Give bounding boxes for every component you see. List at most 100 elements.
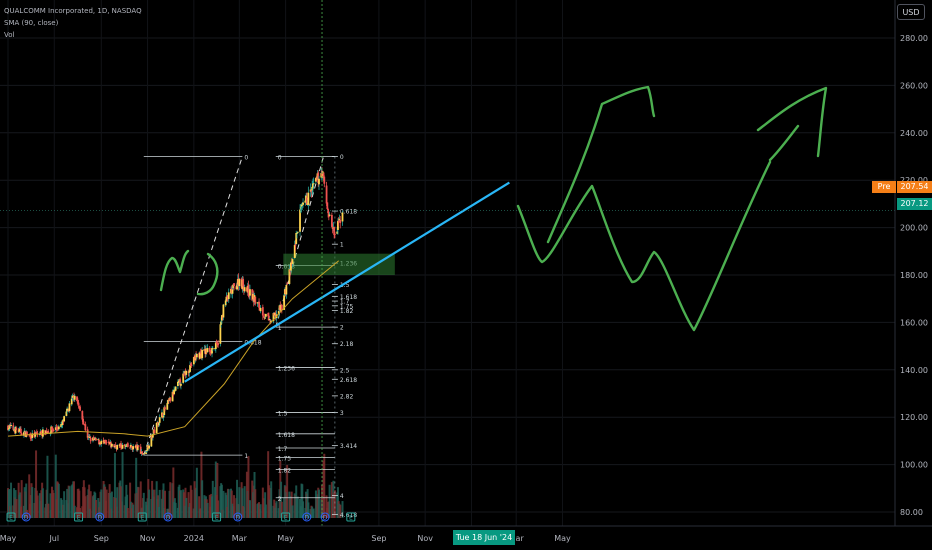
earnings-marker-label: E xyxy=(9,515,13,522)
candle-body xyxy=(166,403,169,410)
candle-body xyxy=(142,454,144,456)
symbol-title[interactable]: QUALCOMM Incorporated, 1D, NASDAQ xyxy=(4,7,142,15)
currency-button[interactable]: USD xyxy=(897,4,925,20)
candle-body xyxy=(307,192,310,205)
candle-body xyxy=(97,439,100,441)
fib-right-level-label: 1.618 xyxy=(278,432,295,439)
candle-body xyxy=(114,445,117,447)
candle-body xyxy=(217,342,220,346)
candle-body xyxy=(182,373,185,383)
candle-body xyxy=(291,259,294,264)
volume-bar xyxy=(225,495,228,518)
candle-body xyxy=(180,383,182,386)
candle-body xyxy=(63,416,66,422)
candle-body xyxy=(261,307,264,316)
volume-bar xyxy=(290,491,293,518)
volume-bar xyxy=(259,504,262,518)
candle-body xyxy=(145,452,147,455)
volume-bar xyxy=(110,491,113,518)
candle-body xyxy=(236,285,238,290)
earnings-marker xyxy=(137,512,147,522)
event-markers: E D E D E D E D E D ED xyxy=(6,512,356,522)
candle-body xyxy=(29,434,32,439)
volume-bar xyxy=(78,490,81,518)
volume-bar xyxy=(243,486,246,518)
volume-bar xyxy=(100,489,103,518)
volume-bar xyxy=(211,480,214,518)
time-tick-label: 2024 xyxy=(184,534,204,543)
sma-90-line xyxy=(7,260,340,437)
dividend-marker xyxy=(320,512,330,522)
candle-body xyxy=(114,445,116,447)
candle-body xyxy=(310,189,313,193)
earnings-marker xyxy=(74,512,84,522)
volume-bar xyxy=(41,488,44,518)
candle-body xyxy=(214,342,217,350)
fib-left-level-label: 1 xyxy=(244,453,248,460)
candle-body xyxy=(311,186,314,191)
volume-bar xyxy=(286,464,289,518)
candle-body xyxy=(259,307,262,312)
volume-bar xyxy=(126,507,129,518)
volume-indicator-label[interactable]: Vol xyxy=(4,31,15,39)
candle-body xyxy=(338,218,341,221)
candle-body xyxy=(89,436,91,438)
candle-body xyxy=(185,370,188,375)
candle-body xyxy=(81,411,84,420)
drawing-scribble-2 xyxy=(196,252,219,296)
candle-body xyxy=(60,424,62,427)
candle-body xyxy=(326,202,329,210)
sma-indicator-label[interactable]: SMA (90, close) xyxy=(4,19,59,27)
candle-body xyxy=(243,287,246,292)
drawing-scribble-1 xyxy=(159,249,190,292)
earnings-marker-label: E xyxy=(349,515,353,522)
price-tick-label: 200.00 xyxy=(900,224,928,233)
dividend-marker-label: D xyxy=(24,515,29,522)
volume-bar xyxy=(301,484,304,518)
volume-bar xyxy=(233,495,236,518)
candle-body xyxy=(268,319,271,321)
volume-bar xyxy=(208,494,211,518)
volume-bar xyxy=(88,484,91,518)
candle-body xyxy=(301,204,304,206)
last-price-tag: 207.12 xyxy=(897,198,932,210)
candle-body xyxy=(148,445,150,449)
fib-ext-level-label: 2.618 xyxy=(340,377,357,384)
candle-body xyxy=(151,434,154,438)
candle-body xyxy=(113,444,116,448)
volume-bar xyxy=(190,489,193,518)
candle-body xyxy=(158,422,160,426)
price-tick-label: 160.00 xyxy=(900,318,928,327)
premarket-price-tag: 207.54 xyxy=(897,181,932,193)
volume-bar xyxy=(248,500,251,518)
candle-body xyxy=(111,443,113,447)
volume-bar xyxy=(46,455,49,518)
volume-bar xyxy=(49,493,52,518)
candle-body xyxy=(10,425,12,427)
candle-body xyxy=(57,426,60,430)
price-tick-label: 280.00 xyxy=(900,34,928,43)
candle-body xyxy=(121,444,124,449)
candle-body xyxy=(247,284,250,296)
time-tick-label: Sep xyxy=(94,534,109,543)
candle-body xyxy=(142,453,145,455)
candle-body xyxy=(116,445,119,450)
volume-bar xyxy=(206,502,209,518)
drawing-arrow-up-1 xyxy=(546,85,656,244)
price-axis[interactable]: 80.00 100.00 120.00 140.00 160.00 180.00 200.0… xyxy=(894,0,928,526)
drawing-arrow-up-2 xyxy=(756,86,828,158)
fib-ext-level-label: 2.5 xyxy=(340,367,350,374)
volume-bar xyxy=(15,499,18,518)
price-tick-label: 80.00 xyxy=(900,508,923,517)
candle-body xyxy=(209,351,212,353)
earnings-marker xyxy=(212,512,222,522)
candle-body xyxy=(334,233,336,235)
fib-right-level-label: 1 xyxy=(278,325,282,332)
candle-body xyxy=(277,311,280,315)
dividend-marker xyxy=(95,512,105,522)
time-axis[interactable]: MayJulSepNov2024MarMaySepNov2025MarMay xyxy=(0,525,932,543)
candle-body xyxy=(26,431,28,436)
time-tick-label: May xyxy=(0,534,17,543)
volume-bar xyxy=(157,495,160,518)
